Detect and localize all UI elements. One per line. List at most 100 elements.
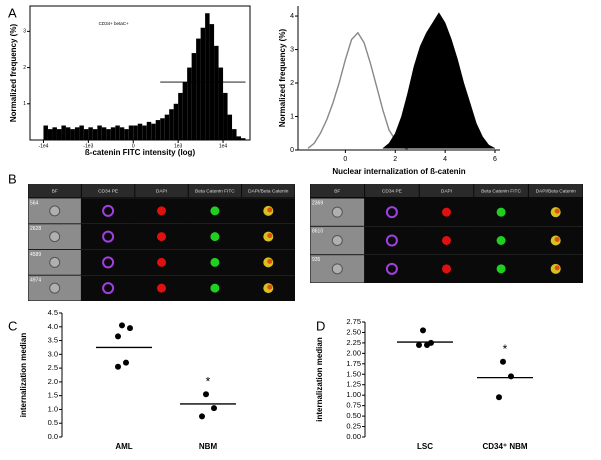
y-tick-label: 2.5	[48, 363, 58, 372]
cell	[331, 235, 343, 246]
bar	[160, 118, 165, 140]
cell	[210, 257, 220, 267]
bar	[142, 125, 147, 140]
bar	[88, 127, 93, 140]
y-tick-label: 2.0	[48, 377, 58, 386]
cell	[331, 263, 343, 275]
x-tick-label: -1e4	[38, 143, 48, 149]
x-tick-label: 1e3	[174, 143, 183, 149]
y-tick-label: 1.5	[48, 391, 58, 400]
cell	[496, 264, 506, 274]
y-tick-label: 2	[290, 80, 294, 87]
bar	[83, 129, 89, 140]
column-header	[310, 184, 365, 197]
bar	[223, 92, 228, 140]
x-tick-label: 0	[132, 143, 135, 149]
column-header	[81, 184, 135, 197]
area	[382, 12, 496, 149]
dot	[123, 359, 129, 366]
column-label: DAPI/Beta Catenin	[248, 188, 289, 194]
cell	[267, 233, 273, 239]
y-tick-label: 4.5	[48, 308, 58, 317]
cell	[210, 206, 220, 216]
bar	[151, 123, 156, 140]
column-header	[28, 184, 81, 197]
dot	[420, 327, 426, 334]
column-header	[419, 184, 474, 197]
panel-label: D	[316, 318, 325, 333]
y-axis-label: internalization median	[19, 333, 28, 418]
row-id: 935	[312, 257, 321, 263]
bar	[43, 125, 48, 140]
bar	[106, 129, 111, 140]
y-tick-label: 1	[23, 101, 26, 107]
cell	[331, 206, 343, 218]
cell	[49, 256, 61, 268]
cell	[385, 234, 398, 247]
y-tick-label: 1	[290, 113, 294, 120]
cell	[157, 206, 166, 216]
column-label: CD34 PE	[98, 188, 118, 194]
bar	[56, 129, 62, 140]
cell	[102, 282, 115, 295]
bar	[97, 125, 102, 140]
cell	[267, 258, 273, 264]
dot	[424, 342, 430, 348]
bar	[119, 127, 125, 140]
y-tick-label: 0.50	[346, 411, 361, 420]
dot	[500, 358, 506, 365]
bar	[205, 13, 210, 141]
x-tick-label: LSC	[417, 442, 433, 451]
panel-label: C	[8, 318, 17, 333]
column-header	[135, 184, 188, 197]
column-header	[188, 184, 242, 197]
bar	[187, 67, 192, 140]
cell	[102, 230, 115, 243]
bar	[191, 53, 197, 140]
cell	[554, 265, 560, 271]
y-tick-label: 1.0	[48, 404, 58, 413]
cell	[442, 207, 451, 217]
line	[307, 31, 408, 150]
y-tick-label: 3.5	[48, 336, 58, 345]
cell	[49, 205, 61, 217]
column-header	[474, 184, 528, 197]
x-axis-label: ß-catenin FITC intensity (log)	[85, 148, 196, 157]
dot	[115, 363, 121, 370]
x-tick-label: 6	[493, 156, 497, 163]
x-tick-label: -1e3	[83, 143, 93, 149]
panel-label: B	[8, 171, 17, 186]
y-tick-label: 2.50	[346, 327, 361, 336]
bar	[115, 125, 120, 140]
significance-mark: *	[503, 342, 508, 356]
row-id: 4589	[30, 252, 41, 258]
bar	[169, 109, 174, 140]
x-tick-label: 0	[343, 156, 347, 163]
bar	[65, 127, 71, 140]
bar	[79, 125, 84, 140]
column-label: DAPI/Beta Catenin	[536, 188, 577, 194]
y-axis-label: Normalized frequency (%)	[278, 29, 287, 128]
row-id: 2628	[30, 226, 41, 232]
bar	[61, 125, 66, 140]
cell	[554, 208, 560, 214]
y-tick-label: 3.0	[48, 349, 58, 358]
y-tick-label: 1.25	[346, 380, 361, 389]
dot	[115, 333, 121, 340]
cell	[442, 264, 451, 274]
y-tick-label: 0.5	[48, 418, 58, 427]
cell	[157, 232, 166, 242]
cell	[157, 283, 166, 293]
bar	[164, 114, 170, 140]
bar	[70, 129, 75, 140]
y-axis-label: Normalized frequency (%)	[9, 24, 18, 123]
dot	[203, 391, 209, 398]
bar	[146, 121, 152, 140]
bar	[155, 120, 161, 140]
y-tick-label: 2	[23, 65, 26, 71]
cell	[49, 282, 61, 294]
bar	[47, 129, 53, 140]
bar	[182, 82, 188, 140]
cell	[496, 207, 506, 217]
bar	[92, 129, 98, 140]
